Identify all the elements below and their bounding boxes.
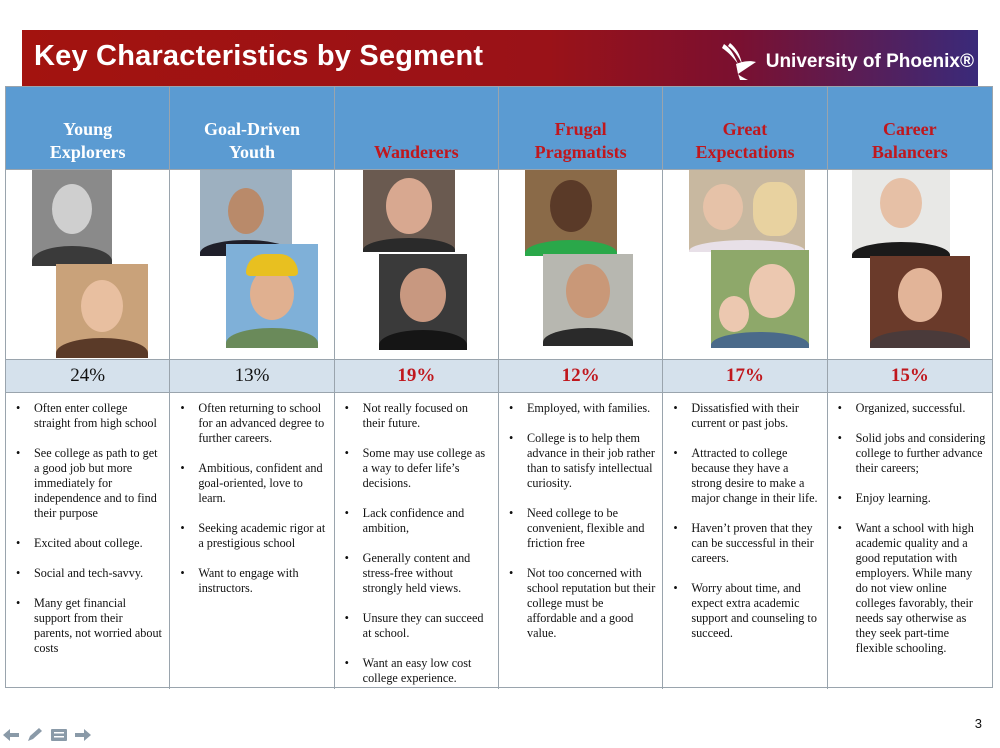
bullet-item: Often enter college straight from high s… [16, 401, 163, 431]
segment-header-great-expectations: Great Expectations [663, 87, 828, 170]
photos-great-expectations [663, 170, 828, 360]
segment-header-frugal-pragmatists: Frugal Pragmatists [498, 87, 664, 170]
percent-frugal-pragmatists: 12% [498, 360, 664, 393]
bullets-frugal-pragmatists: Employed, with families. College is to h… [499, 393, 664, 689]
bullet-item: Want a school with high academic quality… [838, 521, 986, 656]
title-banner: Key Characteristics by Segment Universit… [22, 30, 978, 86]
photos-wanderers [334, 170, 499, 360]
bullets-career-balancers: Organized, successful. Solid jobs and co… [828, 393, 992, 689]
percent-young-explorers: 24% [6, 360, 171, 393]
person-photo [869, 256, 970, 348]
bullet-item: Generally content and stress-free withou… [345, 551, 492, 596]
bullet-item: Solid jobs and considering college to fu… [838, 431, 986, 476]
bullet-item: See college as path to get a good job bu… [16, 446, 163, 521]
bullet-item: Unsure they can succeed at school. [345, 611, 492, 641]
person-photo [689, 170, 806, 252]
back-arrow-icon[interactable] [2, 727, 20, 748]
page-number: 3 [974, 716, 982, 731]
forward-arrow-icon[interactable] [74, 727, 92, 748]
bullet-item: College is to help them advance in their… [509, 431, 656, 491]
bullet-item: Dissatisfied with their current or past … [673, 401, 820, 431]
bullet-item: Some may use college as a way to defer l… [345, 446, 492, 491]
university-logo: University of Phoenix® [718, 42, 974, 82]
bullet-item: Lack confidence and ambition, [345, 506, 492, 536]
bullet-item: Employed, with families. [509, 401, 656, 416]
bullet-item: Not really focused on their future. [345, 401, 492, 431]
bullet-item: Often returning to school for an advance… [180, 401, 327, 446]
segment-header-goal-driven-youth: Goal-Driven Youth [170, 87, 335, 170]
segment-header-wanderers: Wanderers [334, 87, 499, 170]
percent-career-balancers: 15% [827, 360, 992, 393]
logo-text: University of Phoenix® [765, 51, 974, 72]
page-title: Key Characteristics by Segment [34, 40, 484, 72]
menu-icon[interactable] [50, 727, 68, 748]
bullets-young-explorers: Often enter college straight from high s… [6, 393, 171, 689]
bullet-item: Want to engage with instructors. [180, 566, 327, 596]
person-photo [56, 264, 148, 358]
segment-header-career-balancers: Career Balancers [827, 87, 992, 170]
bullet-item: Many get financial support from their pa… [16, 596, 163, 656]
person-photo [226, 244, 319, 348]
segments-table: Young Explorers Goal-Driven Youth Wander… [5, 86, 993, 689]
bullet-item: Need college to be convenient, flexible … [509, 506, 656, 551]
bullet-item: Attracted to college because they have a… [673, 446, 820, 506]
photos-young-explorers [6, 170, 171, 360]
person-photo [524, 170, 617, 256]
bullets-wanderers: Not really focused on their future. Some… [335, 393, 499, 689]
bullet-item: Seeking academic rigor at a prestigious … [180, 521, 327, 551]
phoenix-bird-icon [721, 43, 756, 80]
photos-frugal-pragmatists [498, 170, 664, 360]
bullet-item: Want an easy low cost college experience… [345, 656, 492, 686]
percent-goal-driven-youth: 13% [170, 360, 335, 393]
person-photo [851, 170, 950, 258]
percent-great-expectations: 17% [663, 360, 828, 393]
person-photo [32, 170, 112, 266]
bullet-item: Enjoy learning. [838, 491, 986, 506]
bullet-item: Social and tech-savvy. [16, 566, 163, 581]
slide-navigation [2, 727, 92, 748]
person-photo [362, 170, 455, 252]
bullet-item: Worry about time, and expect extra acade… [673, 581, 820, 641]
person-photo [200, 170, 293, 256]
bullets-goal-driven-youth: Often returning to school for an advance… [170, 393, 335, 689]
photos-career-balancers [827, 170, 992, 360]
bullet-item: Ambitious, confident and goal-oriented, … [180, 461, 327, 506]
bullet-item: Haven’t proven that they can be successf… [673, 521, 820, 566]
pen-icon[interactable] [26, 727, 44, 748]
person-photo [542, 254, 633, 346]
bullet-item: Excited about college. [16, 536, 163, 551]
person-photo [378, 254, 467, 350]
bullet-item: Not too concerned with school reputation… [509, 566, 656, 641]
percent-wanderers: 19% [334, 360, 499, 393]
bullet-item: Organized, successful. [838, 401, 986, 416]
segment-header-young-explorers: Young Explorers [6, 87, 171, 170]
person-photo [711, 250, 810, 348]
bullets-great-expectations: Dissatisfied with their current or past … [663, 393, 828, 689]
photos-goal-driven-youth [170, 170, 335, 360]
